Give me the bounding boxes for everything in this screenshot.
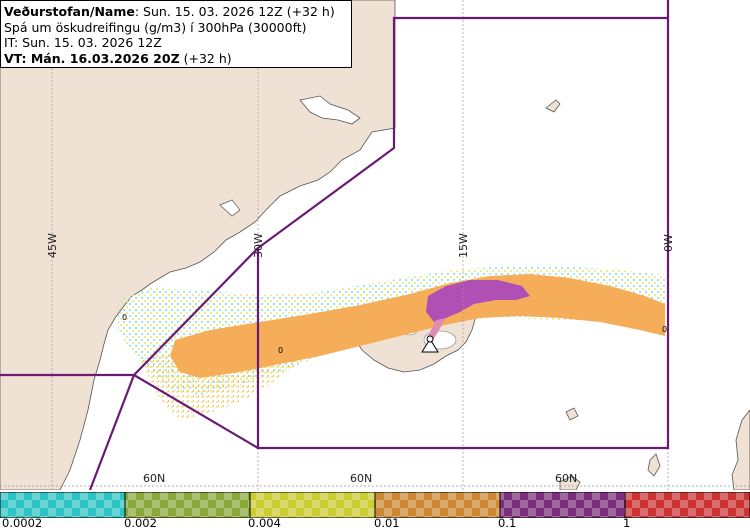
greenland-fjord bbox=[299, 95, 361, 125]
faroe-islands bbox=[565, 407, 579, 421]
shetland-islands bbox=[647, 453, 661, 477]
legend-swatch bbox=[374, 492, 501, 518]
zero-marker: 0 bbox=[278, 346, 283, 355]
legend-tick: 0.0002 bbox=[2, 516, 43, 530]
legend-swatch bbox=[124, 492, 251, 518]
lat-label-60n-3: 60N bbox=[555, 472, 577, 485]
info-line-product: Spá um öskudreifingu (g/m3) í 300hPa (30… bbox=[4, 19, 307, 35]
greenland-fjord-2 bbox=[219, 199, 241, 217]
forecast-info-box: Veðurstofan/Name: Sun. 15. 03. 2026 12Z … bbox=[0, 0, 352, 68]
lon-label-30w: 30W bbox=[252, 233, 265, 258]
legend-tick: 0.004 bbox=[248, 516, 281, 530]
fir-boundary bbox=[0, 0, 670, 490]
ash-plume-trail bbox=[428, 318, 446, 342]
info-line-valid-time: VT: Mán. 16.03.2026 20Z (+32 h) bbox=[4, 51, 351, 67]
ash-forecast-map: 45W 30W 15W 0W 60N 60N 60N 0 0 0 bbox=[0, 0, 750, 490]
zero-marker: 0 bbox=[662, 325, 667, 334]
agency-value: : Sun. 15. 03. 2026 12Z (+32 h) bbox=[134, 4, 335, 19]
legend-swatch bbox=[499, 492, 626, 518]
legend-swatch bbox=[624, 492, 750, 518]
legend-tick: 0.01 bbox=[374, 516, 400, 530]
info-line-issue-time: IT: Sun. 15. 03. 2026 12Z bbox=[4, 35, 162, 50]
legend-tick: 0.002 bbox=[124, 516, 157, 530]
greenland-landmass bbox=[0, 0, 396, 490]
ash-plume-core bbox=[426, 280, 530, 322]
volcano-marker bbox=[421, 335, 439, 353]
lon-label-0w: 0W bbox=[662, 234, 675, 252]
agency-label: Veðurstofan/Name bbox=[4, 4, 135, 19]
info-line-name: Veðurstofan/Name: Sun. 15. 03. 2026 12Z … bbox=[4, 4, 351, 20]
legend-colorbar bbox=[0, 492, 750, 518]
legend-swatch bbox=[0, 492, 126, 518]
lat-label-60n-1: 60N bbox=[143, 472, 165, 485]
concentration-legend bbox=[0, 490, 750, 532]
legend-tick: 0.1 bbox=[498, 516, 517, 530]
lat-label-60n-2: 60N bbox=[350, 472, 372, 485]
legend-swatch bbox=[249, 492, 376, 518]
zero-marker: 0 bbox=[122, 313, 127, 322]
lon-label-45w: 45W bbox=[46, 233, 59, 258]
lon-label-15w: 15W bbox=[457, 233, 470, 258]
jan-mayen-island bbox=[545, 99, 561, 113]
ash-plume-orange bbox=[170, 274, 665, 378]
legend-tick: 1 bbox=[623, 516, 631, 530]
valid-time-label: VT: Mán. 16.03.2026 20Z bbox=[4, 50, 180, 66]
valid-time-suffix: (+32 h) bbox=[179, 50, 232, 66]
norway-coast bbox=[731, 409, 750, 490]
